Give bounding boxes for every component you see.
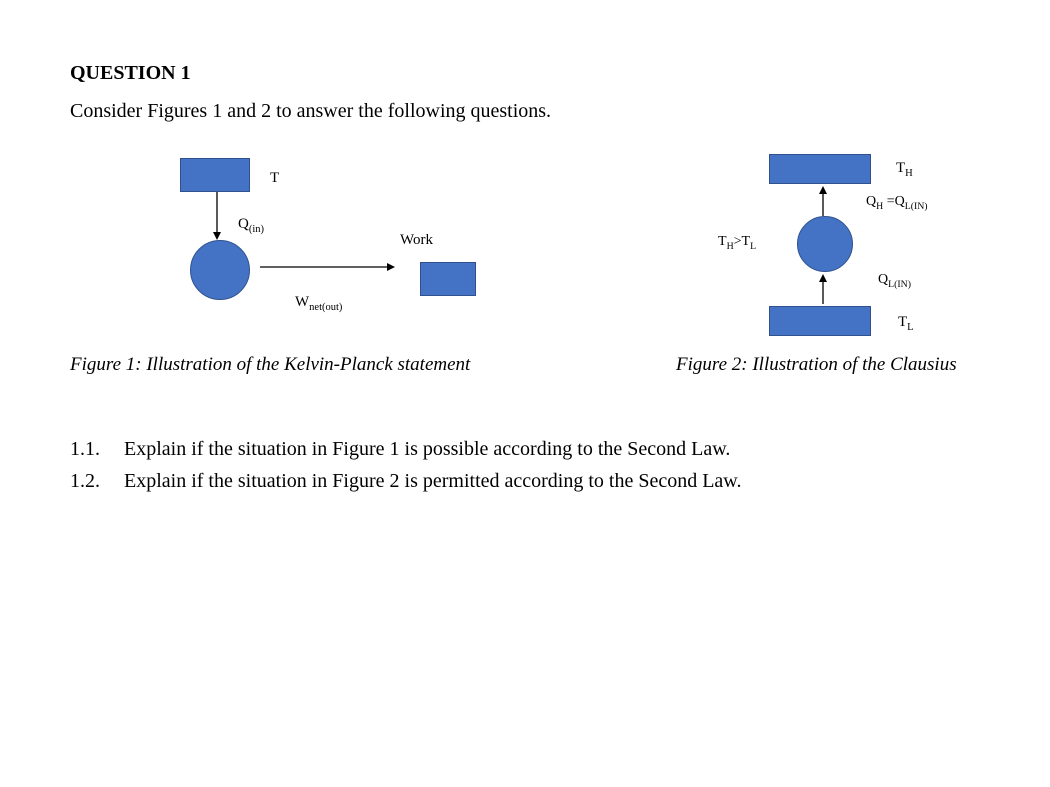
subq-1-number: 1.1.: [70, 438, 120, 461]
subq-1-text: Explain if the situation in Figure 1 is …: [124, 438, 730, 460]
subq-2-number: 1.2.: [70, 470, 120, 493]
fig2-arrow-bottom: [0, 0, 1050, 787]
subquestion-1: 1.1. Explain if the situation in Figure …: [70, 438, 730, 461]
document-page: QUESTION 1 Consider Figures 1 and 2 to a…: [0, 0, 1050, 787]
fig2-cold-rect: [769, 306, 871, 336]
subquestion-2: 1.2. Explain if the situation in Figure …: [70, 470, 741, 493]
fig2-tl-label: TL: [898, 314, 914, 333]
fig2-ql-label: QL(IN): [878, 272, 911, 290]
fig2-caption: Figure 2: Illustration of the Clausius: [676, 354, 957, 376]
subq-2-text: Explain if the situation in Figure 2 is …: [124, 470, 741, 492]
